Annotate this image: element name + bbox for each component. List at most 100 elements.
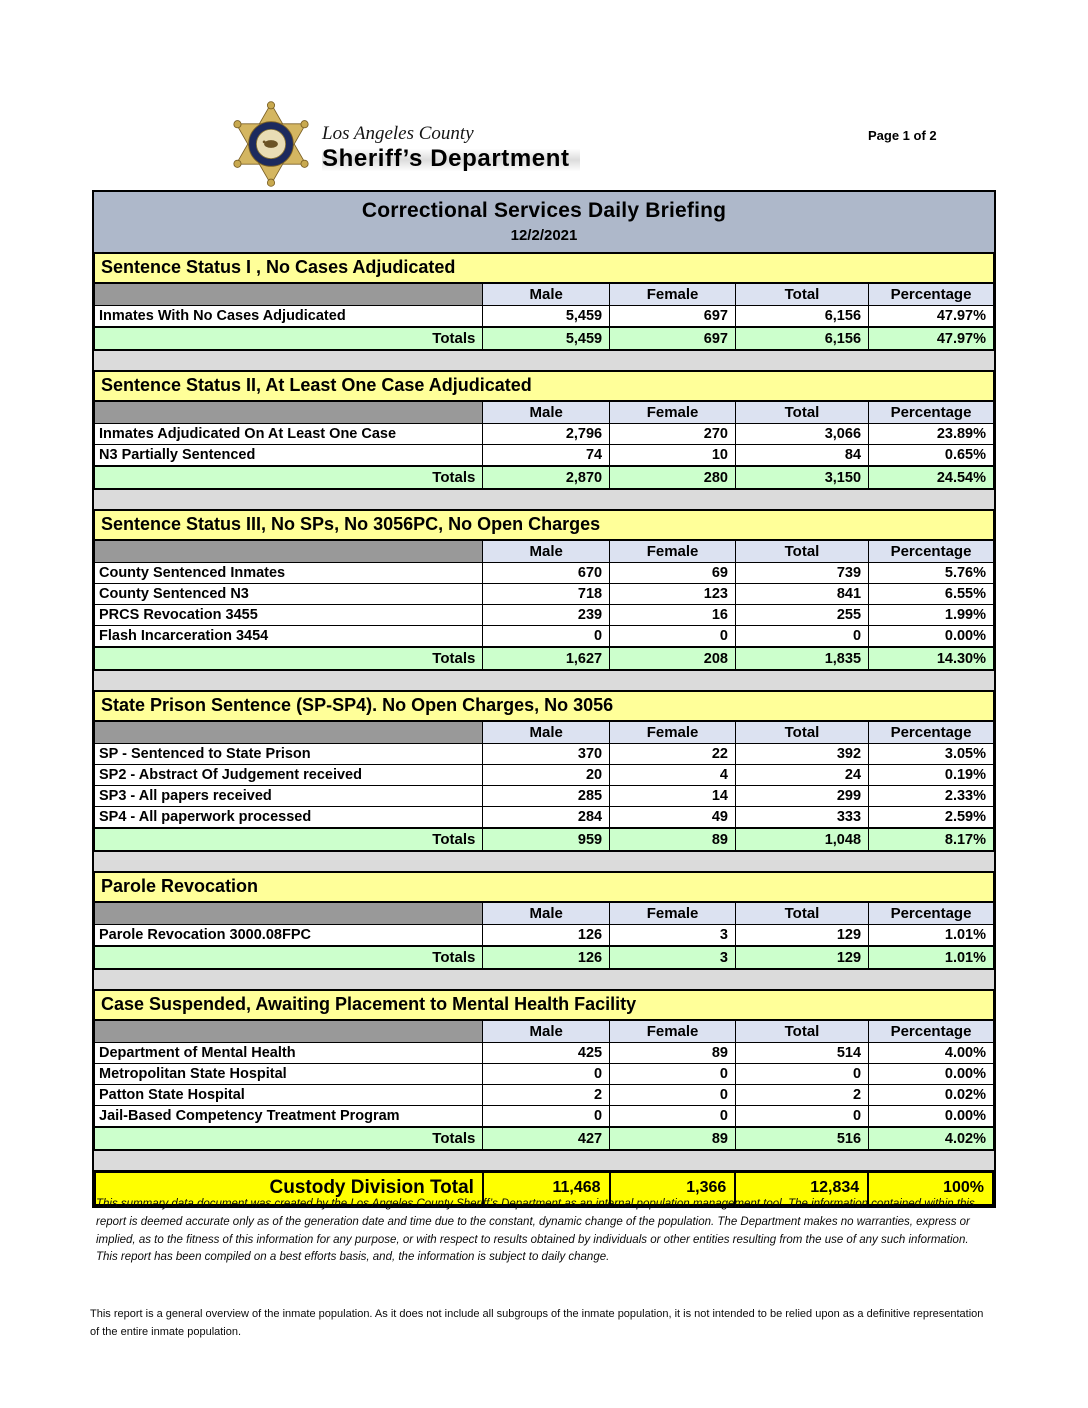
female-total: 208 bbox=[609, 646, 736, 670]
percentage-value: 0.00% bbox=[868, 1063, 994, 1085]
percentage-total: 8.17% bbox=[868, 827, 994, 851]
column-header: Female bbox=[609, 901, 736, 925]
report-section: Case Suspended, Awaiting Placement to Me… bbox=[93, 990, 994, 1150]
logo-county-text: Los Angeles County bbox=[322, 123, 474, 145]
total-value: 84 bbox=[734, 444, 870, 467]
row-label: Metropolitan State Hospital bbox=[93, 1063, 484, 1085]
male-value: 0 bbox=[482, 625, 611, 648]
percentage-value: 47.97% bbox=[868, 305, 994, 328]
report-section: Sentence Status II, At Least One Case Ad… bbox=[93, 371, 994, 489]
percentage-value: 1.99% bbox=[868, 604, 994, 626]
row-label: Inmates With No Cases Adjudicated bbox=[93, 305, 484, 328]
male-value: 0 bbox=[482, 1063, 611, 1085]
row-label: SP2 - Abstract Of Judgement received bbox=[93, 764, 484, 786]
section-table: Parole Revocation Male Female Total Percent… bbox=[93, 872, 994, 969]
disclaimer-paragraph: This summary data document was created b… bbox=[96, 1198, 975, 1264]
section-title: Sentence Status I , No Cases Adjudicated bbox=[94, 253, 994, 284]
column-header: Female bbox=[609, 720, 736, 744]
percentage-value: 0.00% bbox=[868, 1105, 994, 1128]
row-label: County Sentenced N3 bbox=[93, 583, 484, 605]
percentage-value: 23.89% bbox=[868, 423, 994, 445]
total-value: 0 bbox=[734, 625, 870, 648]
column-header: Percentage bbox=[868, 539, 994, 563]
corner-cell bbox=[93, 720, 484, 744]
percentage-value: 0.65% bbox=[868, 444, 994, 467]
total-value: 24 bbox=[734, 764, 870, 786]
row-label: Flash Incarceration 3454 bbox=[93, 625, 484, 648]
column-header: Percentage bbox=[868, 282, 994, 306]
row-label: SP4 - All paperwork processed bbox=[93, 806, 484, 829]
column-header: Female bbox=[609, 282, 736, 306]
logo-department-text: Sheriff’s Department bbox=[322, 145, 580, 175]
female-value: 3 bbox=[609, 924, 736, 947]
total-value: 392 bbox=[734, 743, 870, 765]
female-value: 49 bbox=[609, 806, 736, 829]
corner-cell bbox=[93, 400, 484, 424]
table-row: SP2 - Abstract Of Judgement received 20 4 2… bbox=[93, 764, 994, 786]
section-title: State Prison Sentence (SP-SP4). No Open … bbox=[94, 691, 994, 722]
section-gap bbox=[94, 670, 994, 691]
column-header: Male bbox=[482, 901, 611, 925]
section-gap bbox=[94, 969, 994, 990]
column-header: Percentage bbox=[868, 1019, 994, 1043]
column-header: Percentage bbox=[868, 720, 994, 744]
female-total: 89 bbox=[609, 1126, 736, 1150]
page-number-label: Page 1 of 2 bbox=[868, 128, 937, 143]
male-value: 425 bbox=[482, 1042, 611, 1064]
male-value: 670 bbox=[482, 562, 611, 584]
sheriff-star-icon bbox=[233, 101, 309, 187]
report-section: Sentence Status I , No Cases Adjudicated… bbox=[93, 253, 994, 350]
percentage-value: 1.01% bbox=[868, 924, 994, 947]
agency-logo: Los Angeles County Sheriff’s Department bbox=[228, 100, 580, 188]
logo-text: Los Angeles County Sheriff’s Department bbox=[322, 113, 580, 175]
female-value: 69 bbox=[609, 562, 736, 584]
section-gap bbox=[94, 350, 994, 371]
column-header: Male bbox=[482, 539, 611, 563]
column-header: Percentage bbox=[868, 901, 994, 925]
row-label: Inmates Adjudicated On At Least One Case bbox=[93, 423, 484, 445]
female-value: 0 bbox=[609, 1084, 736, 1106]
column-header-row: Male Female Total Percentage bbox=[93, 400, 994, 424]
totals-row: Totals 1,627 208 1,835 14.30% bbox=[93, 646, 994, 670]
column-header: Male bbox=[482, 400, 611, 424]
section-gap bbox=[94, 851, 994, 872]
column-header: Total bbox=[734, 539, 870, 563]
table-row: Patton State Hospital 2 0 2 0.02% bbox=[93, 1084, 994, 1106]
column-header-row: Male Female Total Percentage bbox=[93, 282, 994, 306]
total-total: 6,156 bbox=[734, 326, 870, 350]
male-value: 5,459 bbox=[482, 305, 611, 328]
row-label: Department of Mental Health bbox=[93, 1042, 484, 1064]
table-row: PRCS Revocation 3455 239 16 255 1.99% bbox=[93, 604, 994, 626]
percentage-total: 4.02% bbox=[868, 1126, 994, 1150]
row-label: PRCS Revocation 3455 bbox=[93, 604, 484, 626]
totals-row: Totals 2,870 280 3,150 24.54% bbox=[93, 465, 994, 489]
grand-total-label: Custody Division Total bbox=[94, 1171, 484, 1206]
report-sections: Sentence Status I , No Cases Adjudicated… bbox=[93, 253, 994, 1171]
section-title: Case Suspended, Awaiting Placement to Me… bbox=[94, 990, 994, 1021]
total-value: 3,066 bbox=[734, 423, 870, 445]
percentage-value: 0.19% bbox=[868, 764, 994, 786]
grand-total-male: 11,468 bbox=[481, 1171, 611, 1206]
percentage-value: 0.02% bbox=[868, 1084, 994, 1106]
male-value: 718 bbox=[482, 583, 611, 605]
percentage-value: 3.05% bbox=[868, 743, 994, 765]
table-row: Flash Incarceration 3454 0 0 0 0.00% bbox=[93, 625, 994, 648]
corner-cell bbox=[93, 282, 484, 306]
column-header-row: Male Female Total Percentage bbox=[93, 901, 994, 925]
total-total: 1,048 bbox=[734, 827, 870, 851]
totals-label: Totals bbox=[93, 326, 484, 350]
totals-row: Totals 959 89 1,048 8.17% bbox=[93, 827, 994, 851]
grand-total-female: 1,366 bbox=[608, 1171, 737, 1206]
table-row: County Sentenced Inmates 670 69 739 5.76% bbox=[93, 562, 994, 584]
female-value: 4 bbox=[609, 764, 736, 786]
male-total: 2,870 bbox=[482, 465, 611, 489]
table-row: Department of Mental Health 425 89 514 4.00% bbox=[93, 1042, 994, 1064]
column-header: Total bbox=[734, 720, 870, 744]
male-value: 20 bbox=[482, 764, 611, 786]
row-label: Patton State Hospital bbox=[93, 1084, 484, 1106]
overview-paragraph: This report is a general overview of the… bbox=[90, 1308, 984, 1338]
percentage-value: 4.00% bbox=[868, 1042, 994, 1064]
percentage-total: 47.97% bbox=[868, 326, 994, 350]
percentage-value: 6.55% bbox=[868, 583, 994, 605]
